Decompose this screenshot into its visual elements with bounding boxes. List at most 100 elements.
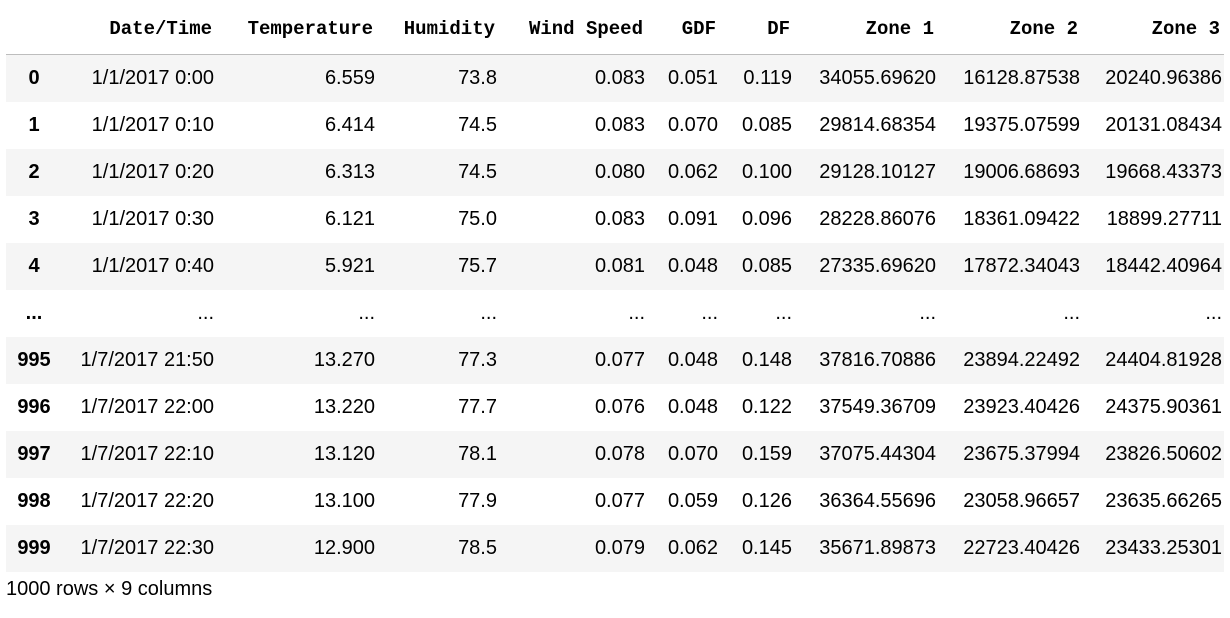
row-index: 998	[17, 490, 51, 512]
row-index: 4	[28, 255, 40, 277]
table-cell: 73.8	[458, 67, 497, 89]
table-cell: 0.048	[667, 349, 718, 371]
table-cell: 0.083	[594, 67, 645, 89]
table-cell: 19375.07599	[963, 114, 1080, 136]
column-header: Zone 1	[794, 4, 938, 55]
table-cell: 27335.69620	[819, 255, 936, 277]
table-cell: 77.9	[458, 490, 497, 512]
table-cell: 23635.66265	[1105, 490, 1222, 512]
table-cell: 12.900	[313, 537, 375, 559]
table-row: 998 1/7/2017 22:20 13.100 77.9 0.077 0.059 0.1…	[6, 478, 1224, 525]
table-row: 997 1/7/2017 22:10 13.120 78.1 0.078 0.070 0.1…	[6, 431, 1224, 478]
table-cell: 19006.68693	[963, 161, 1080, 183]
table-cell: 1/1/2017 0:00	[91, 67, 214, 89]
table-row: 999 1/7/2017 22:30 12.900 78.5 0.079 0.062 0.1…	[6, 525, 1224, 572]
table-cell: 0.059	[667, 490, 718, 512]
table-cell: 6.559	[324, 67, 375, 89]
table-cell: 78.5	[458, 537, 497, 559]
table-cell: 6.313	[324, 161, 375, 183]
table-cell: 34055.69620	[819, 67, 936, 89]
table-cell: 23923.40426	[963, 396, 1080, 418]
table-row: 4 1/1/2017 0:40 5.921 75.7 0.081 0.048 0.085 27…	[6, 243, 1224, 290]
table-cell: 0.159	[741, 443, 792, 465]
table-cell: 6.121	[324, 208, 375, 230]
table-cell: 1/7/2017 22:00	[80, 396, 214, 418]
row-index: 0	[28, 67, 40, 89]
column-header: GDF	[647, 4, 720, 55]
table-cell: 0.085	[741, 114, 792, 136]
table-cell: ...	[775, 302, 792, 324]
table-cell: 74.5	[458, 114, 497, 136]
column-header: Humidity	[377, 4, 499, 55]
table-cell: 23894.22492	[963, 349, 1080, 371]
row-index: 3	[28, 208, 40, 230]
table-cell: 78.1	[458, 443, 497, 465]
table-cell: ...	[1205, 302, 1222, 324]
table-cell: 18361.09422	[963, 208, 1080, 230]
table-cell: 17872.34043	[963, 255, 1080, 277]
table-cell: 23826.50602	[1105, 443, 1222, 465]
table-header: Date/Time Temperature Humidity Wind Speed GD…	[6, 4, 1224, 55]
table-cell: 0.048	[667, 396, 718, 418]
table-cell: 0.091	[667, 208, 718, 230]
table-cell: 22723.40426	[963, 537, 1080, 559]
table-cell: 37549.36709	[819, 396, 936, 418]
table-row: 996 1/7/2017 22:00 13.220 77.7 0.076 0.048 0.1…	[6, 384, 1224, 431]
table-cell: 6.414	[324, 114, 375, 136]
table-cell: 0.051	[667, 67, 718, 89]
table-cell: 0.119	[743, 67, 792, 89]
table-cell: 1/1/2017 0:40	[91, 255, 214, 277]
table-cell: 20131.08434	[1105, 114, 1222, 136]
table-cell: 1/7/2017 22:20	[80, 490, 214, 512]
row-index: 2	[28, 161, 40, 183]
table-row: 995 1/7/2017 21:50 13.270 77.3 0.077 0.048 0.1…	[6, 337, 1224, 384]
table-cell: 0.148	[741, 349, 792, 371]
column-header: Zone 2	[938, 4, 1082, 55]
table-row: ..............................	[6, 290, 1224, 337]
table-cell: 0.070	[667, 443, 718, 465]
table-cell: 0.078	[594, 443, 645, 465]
table-cell: 0.076	[594, 396, 645, 418]
table-cell: 77.7	[458, 396, 497, 418]
dataframe-output: Date/Time Temperature Humidity Wind Speed GD…	[6, 4, 1224, 572]
table-cell: 0.070	[667, 114, 718, 136]
column-header: Zone 3	[1082, 4, 1224, 55]
header-row: Date/Time Temperature Humidity Wind Speed GD…	[6, 4, 1224, 55]
table-cell: 18442.40964	[1105, 255, 1222, 277]
table-body: 0 1/1/2017 0:00 6.559 73.8 0.083 0.051 0.119 34…	[6, 54, 1224, 572]
table-cell: ...	[358, 302, 375, 324]
table-cell: 13.100	[313, 490, 375, 512]
table-cell: 24375.90361	[1105, 396, 1222, 418]
table-cell: 0.062	[667, 537, 718, 559]
table-cell: 0.081	[594, 255, 645, 277]
column-header: Temperature	[216, 4, 377, 55]
row-index: 1	[28, 114, 40, 136]
table-cell: 37816.70886	[819, 349, 936, 371]
row-index: 997	[17, 443, 51, 465]
table-cell: 1/1/2017 0:30	[91, 208, 214, 230]
table-cell: 0.100	[741, 161, 792, 183]
column-header: Wind Speed	[499, 4, 647, 55]
table-row: 3 1/1/2017 0:30 6.121 75.0 0.083 0.091 0.096 28…	[6, 196, 1224, 243]
table-cell: 1/7/2017 22:10	[80, 443, 214, 465]
table-cell: 16128.87538	[963, 67, 1080, 89]
row-index: ...	[25, 302, 43, 324]
table-cell: 20240.96386	[1105, 67, 1222, 89]
table-row: 1 1/1/2017 0:10 6.414 74.5 0.083 0.070 0.085 29…	[6, 102, 1224, 149]
table-cell: ...	[701, 302, 718, 324]
table-cell: 0.062	[667, 161, 718, 183]
table-cell: 0.145	[741, 537, 792, 559]
table-row: 0 1/1/2017 0:00 6.559 73.8 0.083 0.051 0.119 34…	[6, 54, 1224, 102]
table-cell: 0.077	[594, 349, 645, 371]
index-header	[6, 4, 62, 55]
table-cell: 1/7/2017 21:50	[80, 349, 214, 371]
table-cell: 1/1/2017 0:20	[91, 161, 214, 183]
table-cell: 18899.27711	[1106, 208, 1222, 230]
table-cell: 19668.43373	[1105, 161, 1222, 183]
table-cell: ...	[919, 302, 936, 324]
table-row: 2 1/1/2017 0:20 6.313 74.5 0.080 0.062 0.100 29…	[6, 149, 1224, 196]
table-cell: 13.120	[313, 443, 375, 465]
table-cell: 13.220	[313, 396, 375, 418]
table-cell: 77.3	[458, 349, 497, 371]
table-cell: ...	[480, 302, 497, 324]
